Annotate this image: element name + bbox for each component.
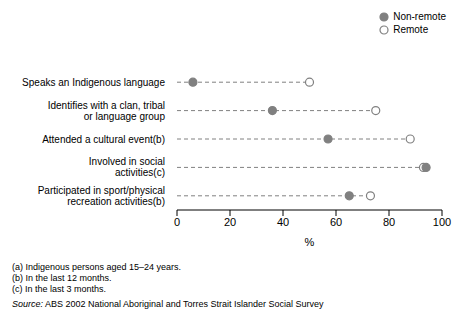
html-text:Source: ABS 2002 National Abor: Source: ABS 2002 National Aboriginal and… [12, 299, 324, 309]
svg-text:%: % [305, 236, 315, 248]
html-text:(b) In the last 12 months.: (b) In the last 12 months. [12, 273, 112, 283]
svg-text:80: 80 [383, 216, 395, 228]
html-text:(c) In the last 3 months.: (c) In the last 3 months. [12, 284, 106, 294]
html-text:Non-remote: Non-remote [393, 11, 446, 22]
svg-text:Attended a cultural event(b): Attended a cultural event(b) [42, 134, 165, 145]
svg-text:Involved in socialactivities(c: Involved in socialactivities(c) [89, 156, 165, 178]
svg-text:40: 40 [277, 216, 289, 228]
svg-text:Participated in sport/physical: Participated in sport/physicalrecreation… [38, 185, 165, 207]
svg-text:20: 20 [224, 216, 236, 228]
svg-text:100: 100 [433, 216, 451, 228]
svg-text:0: 0 [174, 216, 180, 228]
html-text:Remote: Remote [393, 24, 429, 35]
svg-text:Identifies with a clan, tribal: Identifies with a clan, tribalor languag… [48, 100, 166, 122]
html-text:(a) Indigenous persons aged 15: (a) Indigenous persons aged 15–24 years. [12, 262, 182, 272]
svg-text:Speaks an Indigenous language: Speaks an Indigenous language [22, 77, 165, 88]
svg-text:60: 60 [330, 216, 342, 228]
